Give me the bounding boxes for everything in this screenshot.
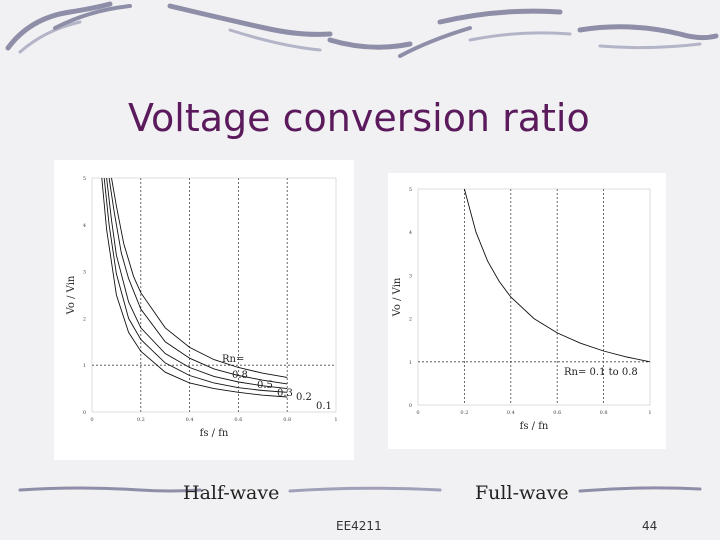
annotation-rn-label: Rn= [222,354,244,365]
annotation-rn-0-5: 0.5 [257,380,273,391]
y-axis-label: Vo / Vin [392,277,403,317]
series-line-Rn-0-1-to-0-8 [463,188,651,363]
y-tick-label: 5 [409,187,412,193]
x-tick-label: 0 [416,410,419,416]
footer-course-code: EE4211 [336,519,382,533]
y-tick-label: 4 [409,230,412,236]
x-tick-label: 0.6 [234,417,242,423]
x-tick-label: 0.8 [283,417,291,423]
series-line-0-5 [108,177,288,385]
annotation-rn-0-1: 0.1 [316,401,332,412]
y-tick-label: 1 [83,363,86,369]
y-tick-label: 1 [409,360,412,366]
x-tick-label: 0.6 [553,410,561,416]
plot-frame [91,177,337,413]
series-line-0-3 [106,177,288,390]
x-tick-label: 0.4 [507,410,515,416]
x-tick-label: 1 [334,417,337,423]
y-tick-label: 0 [409,403,412,409]
half-wave-plot: 0 0.2 0.4 0.6 0.8 1 0 1 2 3 4 5 fs / fn Vo / Vin Rn= 0.… [66,176,338,439]
full-wave-plot-panel: 0 0.2 0.4 0.6 0.8 1 0 1 2 3 4 5 fs / fn Vo / Vin Rn= 0… [388,173,666,449]
bottom-swoosh-decoration [18,486,702,493]
y-tick-label: 4 [83,223,86,229]
y-tick-label: 2 [409,317,412,323]
top-swoosh-decoration [5,1,719,58]
series-line-0-1 [101,177,288,398]
y-tick-label: 3 [83,270,86,276]
page-number: 44 [642,519,658,533]
x-tick-label: 1 [648,410,651,416]
x-tick-label: 0.2 [137,417,145,423]
annotation-rn-0-8: 0.8 [232,370,248,381]
annotation-rn-0-3: 0.3 [277,388,293,399]
half-wave-plot-panel: 0 0.2 0.4 0.6 0.8 1 0 1 2 3 4 5 fs / fn Vo / Vin Rn= 0.… [54,160,354,460]
series-line-0-8 [111,177,288,378]
y-tick-label: 5 [83,176,86,182]
y-tick-label: 2 [83,316,86,322]
x-tick-label: 0.2 [460,410,468,416]
annotation-rn-range: Rn= 0.1 to 0.8 [564,367,638,378]
y-tick-label: 0 [83,410,86,416]
slide-title: Voltage conversion ratio [128,96,590,140]
series-line-0-2 [103,177,288,393]
x-tick-label: 0.4 [186,417,194,423]
x-axis-label: fs / fn [200,428,229,439]
y-tick-label: 3 [409,273,412,279]
annotation-rn-0-2: 0.2 [296,392,312,403]
plot-frame [417,188,651,406]
full-wave-caption: Full-wave [475,482,569,504]
full-wave-plot: 0 0.2 0.4 0.6 0.8 1 0 1 2 3 4 5 fs / fn Vo / Vin Rn= 0… [392,187,652,432]
x-tick-label: 0 [90,417,93,423]
y-axis-label: Vo / Vin [66,275,77,315]
x-tick-label: 0.8 [600,410,608,416]
half-wave-caption: Half-wave [183,482,280,504]
x-axis-label: fs / fn [520,421,549,432]
